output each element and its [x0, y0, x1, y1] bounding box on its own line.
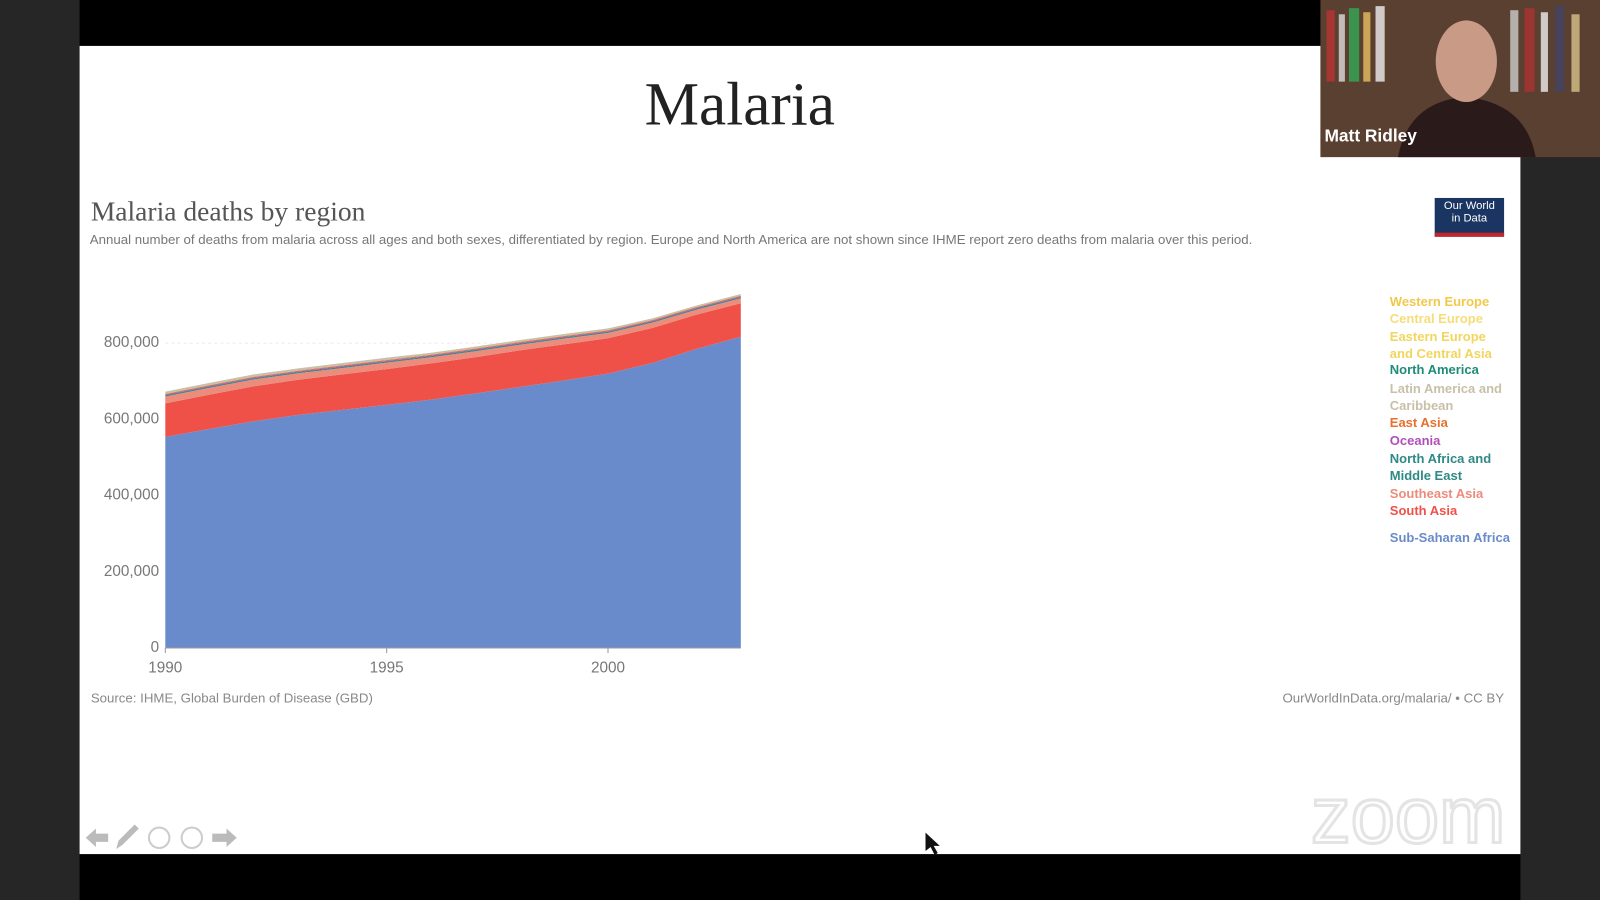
book — [1524, 8, 1535, 92]
legend-entry[interactable]: Western Europe — [1389, 293, 1490, 309]
next-button[interactable] — [212, 828, 237, 847]
area — [165, 297, 741, 397]
pen-button[interactable] — [116, 824, 139, 849]
logo-text: Our World in Data — [1443, 200, 1495, 225]
legend-entry[interactable]: North America — [1389, 362, 1479, 378]
slide-title: Malaria — [645, 70, 835, 138]
area — [165, 298, 741, 404]
legend-entry[interactable]: Southeast Asia — [1389, 485, 1484, 501]
area — [165, 336, 741, 648]
book — [1510, 10, 1519, 92]
person-body — [1397, 96, 1536, 158]
area — [165, 303, 741, 437]
bottom-bar — [79, 854, 1521, 900]
prev-button[interactable] — [85, 828, 109, 847]
participant-name: Matt Ridley — [1324, 125, 1417, 145]
book — [1363, 12, 1371, 82]
legend-entry[interactable]: Oceania — [1389, 432, 1441, 448]
cursor — [925, 832, 940, 856]
book — [1555, 6, 1565, 92]
legend-entry[interactable]: Latin America and Caribbean — [1389, 380, 1502, 413]
credit: OurWorldInData.org/malaria/ • CC BY — [1282, 690, 1504, 705]
legend-entry[interactable]: Sub-Saharan Africa — [1389, 529, 1510, 545]
book — [1571, 14, 1580, 92]
logo-stripe — [1434, 232, 1505, 237]
legend-entry[interactable]: North Africa and Middle East — [1389, 451, 1492, 483]
legend-entry[interactable]: East Asia — [1389, 415, 1448, 431]
y-tick-label: 400,000 — [104, 487, 159, 504]
y-tick-label: 600,000 — [104, 410, 159, 427]
y-tick-label: 0 — [151, 639, 160, 656]
legend-entry[interactable]: South Asia — [1389, 503, 1458, 519]
book — [1338, 14, 1345, 82]
zoom-watermark: zoom — [1311, 770, 1506, 859]
book — [1348, 8, 1360, 82]
x-tick-label: 1995 — [370, 659, 404, 676]
x-tick-label: 2000 — [591, 659, 625, 676]
person-head — [1435, 20, 1497, 103]
y-tick-label: 800,000 — [104, 334, 159, 351]
legend-entry[interactable]: Central Europe — [1389, 311, 1483, 327]
book — [1375, 6, 1385, 82]
source: Source: IHME, Global Burden of Disease (… — [91, 690, 373, 705]
logo — [1434, 197, 1505, 237]
chart-title: Malaria deaths by region — [91, 196, 366, 227]
area — [165, 294, 741, 394]
y-tick-label: 200,000 — [104, 563, 159, 580]
book — [1540, 12, 1548, 92]
zoom-out-button[interactable] — [180, 826, 204, 849]
chart-subtitle: Annual number of deaths from malaria acr… — [89, 231, 1253, 247]
toolbar — [85, 824, 237, 849]
zoom-in-button[interactable] — [147, 826, 171, 849]
logo-box: Our World in Data — [1443, 200, 1495, 225]
top-bar — [79, 0, 1521, 46]
legend-entry[interactable]: Eastern Europe and Central Asia — [1389, 328, 1492, 361]
bookshelf — [1326, 6, 1580, 92]
subtitle-box: Annual number of deaths from malaria acr… — [89, 231, 1253, 247]
area — [165, 295, 741, 395]
x-tick-label: 1990 — [148, 659, 182, 676]
area — [165, 296, 741, 396]
book — [1326, 10, 1335, 82]
